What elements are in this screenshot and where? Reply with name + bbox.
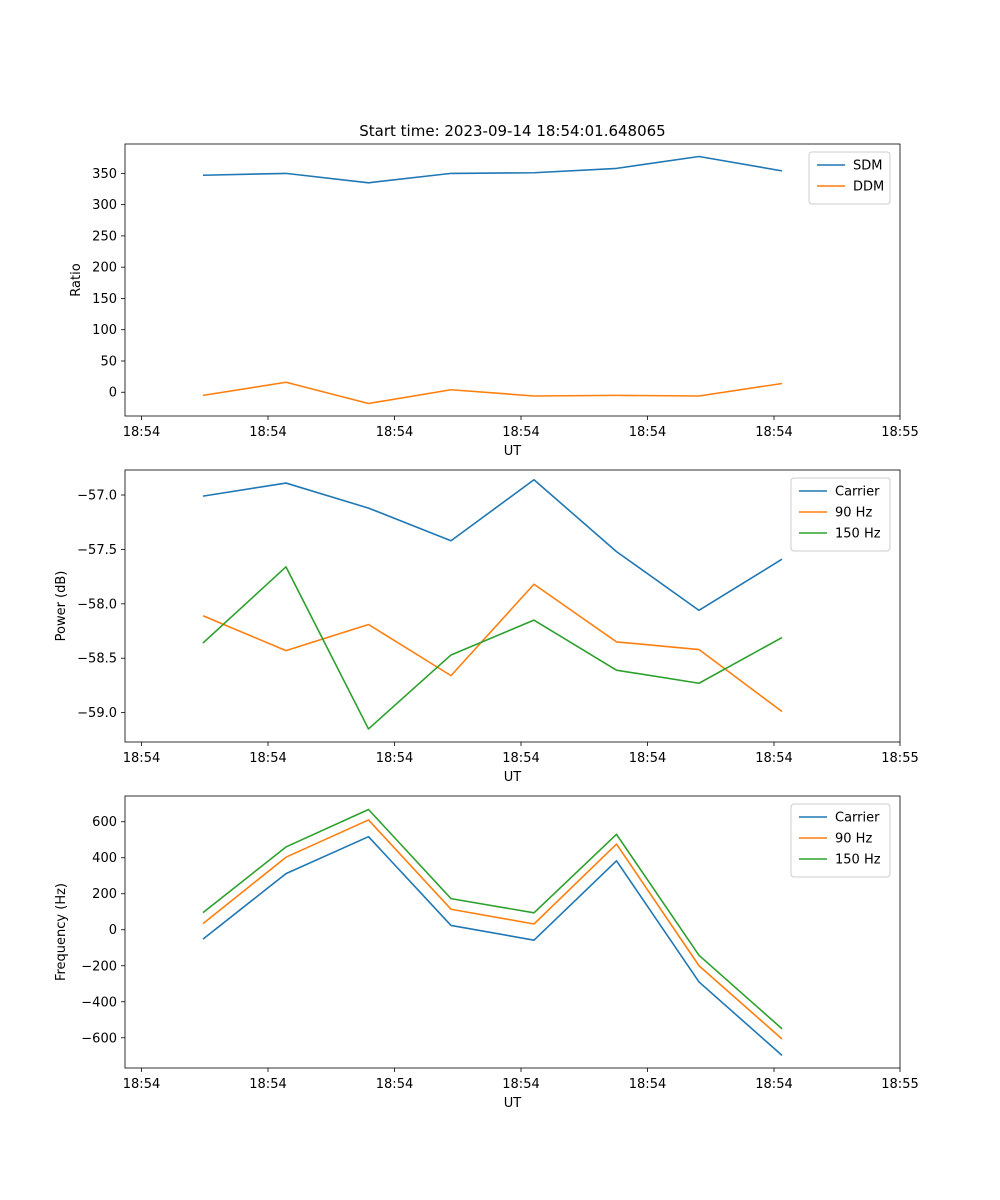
- power-y-tick-label: −58.0: [77, 597, 117, 612]
- frequency-panel: 18:54 18:54 18:54 18:54 18:54 18:54 18:55 −600 −…: [54, 795, 919, 1111]
- power-panel: 18:54 18:54 18:54 18:54 18:54 18:54 18:55 −59.0…: [54, 469, 919, 785]
- ratio-y-axis-label: Ratio: [69, 263, 84, 296]
- frequency-axes-frame: [124, 795, 901, 1069]
- frequency-y-tick-label: −400: [81, 995, 117, 1010]
- power-legend-label-150hz: 150 Hz: [835, 527, 881, 542]
- ratio-y-tick-label: 100: [92, 323, 117, 338]
- ratio-x-tick-label: 18:54: [249, 425, 286, 440]
- ratio-x-tick-label: 18:54: [376, 425, 413, 440]
- figure-title: Start time: 2023-09-14 18:54:01.648065: [359, 122, 665, 140]
- power-legend-label-90hz: 90 Hz: [835, 506, 872, 521]
- power-90hz-line: [202, 583, 783, 713]
- power-x-tick-label: 18:54: [629, 751, 666, 766]
- ratio-y-tick-label: 300: [92, 198, 117, 213]
- power-legend: Carrier 90 Hz 150 Hz: [790, 477, 891, 552]
- power-x-tick-label: 18:54: [755, 751, 792, 766]
- frequency-90hz-line: [202, 819, 783, 1040]
- ratio-y-tick-label: 350: [92, 167, 117, 182]
- frequency-carrier-line: [202, 835, 783, 1056]
- ratio-ddm-line: [202, 381, 783, 405]
- frequency-legend: Carrier 90 Hz 150 Hz: [790, 803, 891, 878]
- ratio-x-tick-label: 18:54: [629, 425, 666, 440]
- power-x-tick-label: 18:54: [502, 751, 539, 766]
- ratio-axes-frame: [124, 143, 901, 417]
- frequency-150hz-line: [202, 808, 783, 1030]
- power-y-tick-label: −57.0: [77, 489, 117, 504]
- frequency-x-tick-label: 18:54: [629, 1077, 666, 1092]
- ratio-y-tick-label: 200: [92, 261, 117, 276]
- frequency-y-tick-label: −600: [81, 1031, 117, 1046]
- frequency-x-axis-label: UT: [504, 1096, 522, 1111]
- ratio-x-axis-label: UT: [504, 444, 522, 459]
- frequency-x-tick-label: 18:54: [502, 1077, 539, 1092]
- frequency-y-tick-label: 600: [92, 815, 117, 830]
- frequency-y-axis-label: Frequency (Hz): [54, 883, 69, 981]
- ratio-legend-label-sdm: SDM: [853, 159, 882, 174]
- power-carrier-line: [202, 478, 783, 612]
- frequency-x-tick-label: 18:54: [249, 1077, 286, 1092]
- frequency-legend-label-150hz: 150 Hz: [835, 853, 881, 868]
- power-legend-label-carrier: Carrier: [835, 485, 880, 500]
- power-150hz-line: [202, 566, 783, 730]
- power-y-axis-label: Power (dB): [54, 571, 69, 642]
- power-x-tick-label: 18:54: [376, 751, 413, 766]
- ratio-sdm-line: [202, 155, 783, 184]
- power-y-tick-label: −59.0: [77, 706, 117, 721]
- frequency-x-tick-label: 18:54: [755, 1077, 792, 1092]
- frequency-x-tick-label: 18:54: [123, 1077, 160, 1092]
- frequency-legend-label-carrier: Carrier: [835, 811, 880, 826]
- ratio-legend-label-ddm: DDM: [853, 180, 884, 195]
- ratio-x-tick-label: 18:54: [502, 425, 539, 440]
- power-x-tick-label: 18:55: [881, 751, 918, 766]
- frequency-y-tick-label: 400: [92, 851, 117, 866]
- power-x-axis-label: UT: [504, 770, 522, 785]
- power-y-tick-label: −57.5: [77, 543, 117, 558]
- frequency-x-tick-label: 18:55: [881, 1077, 918, 1092]
- ratio-x-tick-label: 18:55: [881, 425, 918, 440]
- frequency-legend-label-90hz: 90 Hz: [835, 832, 872, 847]
- power-axes-frame: [124, 469, 901, 743]
- power-x-tick-label: 18:54: [249, 751, 286, 766]
- ratio-panel: 18:54 18:54 18:54 18:54 18:54 18:54 18:55 0 50 10…: [69, 143, 919, 459]
- ratio-y-tick-label: 250: [92, 229, 117, 244]
- ratio-y-tick-label: 0: [109, 386, 117, 401]
- ratio-y-tick-label: 150: [92, 292, 117, 307]
- frequency-y-tick-label: 200: [92, 887, 117, 902]
- frequency-y-tick-label: 0: [109, 923, 117, 938]
- ratio-y-tick-label: 50: [100, 354, 117, 369]
- frequency-x-tick-label: 18:54: [376, 1077, 413, 1092]
- power-x-tick-label: 18:54: [123, 751, 160, 766]
- ratio-x-tick-label: 18:54: [123, 425, 160, 440]
- frequency-y-tick-label: −200: [81, 959, 117, 974]
- ratio-legend: SDM DDM: [808, 151, 891, 205]
- ratio-x-tick-label: 18:54: [755, 425, 792, 440]
- power-y-tick-label: −58.5: [77, 652, 117, 667]
